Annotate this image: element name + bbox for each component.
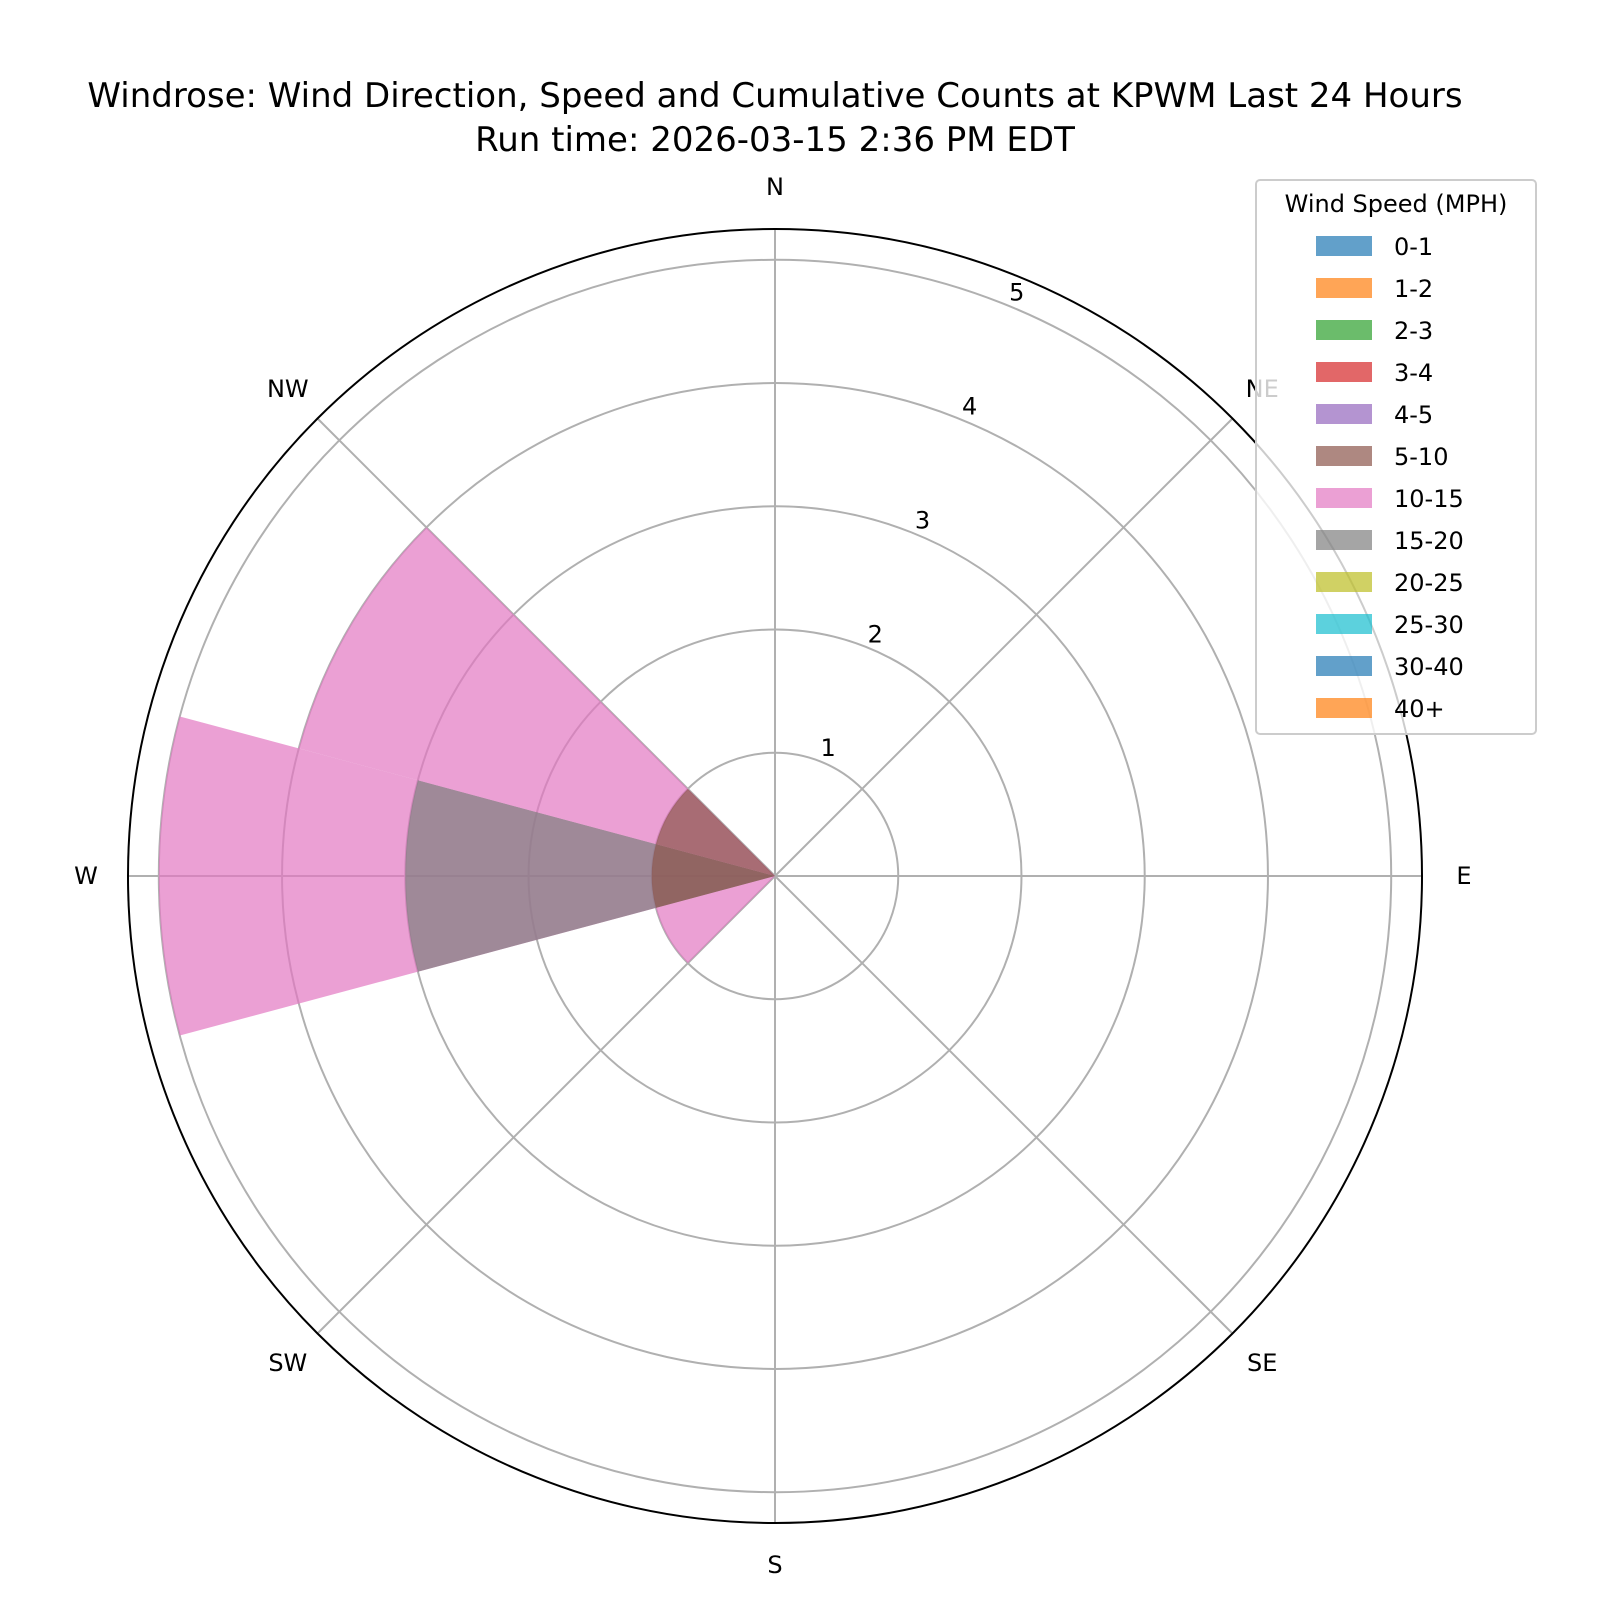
- direction-label-sw: SW: [268, 1349, 307, 1377]
- radial-tick-4: 4: [962, 393, 977, 421]
- direction-label-w: W: [74, 862, 98, 890]
- wedge-layer: [158, 527, 775, 1036]
- wedge-300-10-15: [298, 527, 775, 876]
- spoke-se: [774, 875, 1234, 1335]
- direction-label-s: S: [767, 1551, 782, 1579]
- legend-label: 40+: [1394, 695, 1445, 723]
- legend-swatch: [1316, 278, 1372, 298]
- wedge-270-5-10: [651, 844, 775, 908]
- legend-swatch: [1316, 488, 1372, 508]
- direction-label-nw: NW: [267, 375, 309, 403]
- legend-swatch: [1316, 446, 1372, 466]
- legend-swatch: [1316, 320, 1372, 340]
- legend-title: Wind Speed (MPH): [1285, 190, 1508, 218]
- legend-label: 30-40: [1394, 653, 1464, 681]
- radial-tick-5: 5: [1009, 279, 1024, 307]
- legend-swatch: [1316, 236, 1372, 256]
- legend-swatch: [1316, 404, 1372, 424]
- legend-label: 1-2: [1394, 275, 1433, 303]
- polar-axis: [127, 228, 1423, 1524]
- legend-swatch: [1316, 614, 1372, 634]
- legend-label: 4-5: [1394, 401, 1433, 429]
- radial-tick-1: 1: [821, 734, 836, 762]
- direction-label-n: N: [766, 173, 784, 201]
- legend-swatch: [1316, 530, 1372, 550]
- radial-tick-3: 3: [915, 506, 930, 534]
- legend-label: 10-15: [1394, 485, 1464, 513]
- legend-swatch: [1316, 362, 1372, 382]
- legend-swatch: [1316, 572, 1372, 592]
- legend-swatch: [1316, 656, 1372, 676]
- legend: Wind Speed (MPH) 0-1 1-2 2-3 3-4 4-5 5-10 10-1…: [1255, 179, 1537, 735]
- legend-label: 25-30: [1394, 611, 1464, 639]
- legend-frame: [1255, 179, 1537, 735]
- legend-entries: 0-1 1-2 2-3 3-4 4-5 5-10 10-15 15-20 20-25 25-30 3…: [1316, 233, 1464, 723]
- wedge-300-5-10: [655, 788, 775, 876]
- radial-tick-2: 2: [868, 620, 883, 648]
- radial-tick-labels: 1 2 3 4 5: [821, 279, 1025, 762]
- chart-title: Windrose: Wind Direction, Speed and Cumu…: [87, 76, 1462, 116]
- legend-label: 20-25: [1394, 569, 1464, 597]
- spoke-ne: [774, 417, 1234, 877]
- direction-label-e: E: [1456, 862, 1471, 890]
- legend-label: 2-3: [1394, 317, 1433, 345]
- polar-frame: [127, 228, 1423, 1524]
- legend-label: 15-20: [1394, 527, 1464, 555]
- legend-label: 3-4: [1394, 359, 1433, 387]
- legend-label: 5-10: [1394, 443, 1448, 471]
- wedge-240-10-15: [655, 876, 775, 964]
- legend-label: 0-1: [1394, 233, 1433, 261]
- chart-subtitle: Run time: 2026-03-15 2:36 PM EDT: [475, 120, 1075, 160]
- wedge-270-15-20: [405, 780, 775, 972]
- direction-label-se: SE: [1247, 1349, 1277, 1377]
- legend-swatch: [1316, 698, 1372, 718]
